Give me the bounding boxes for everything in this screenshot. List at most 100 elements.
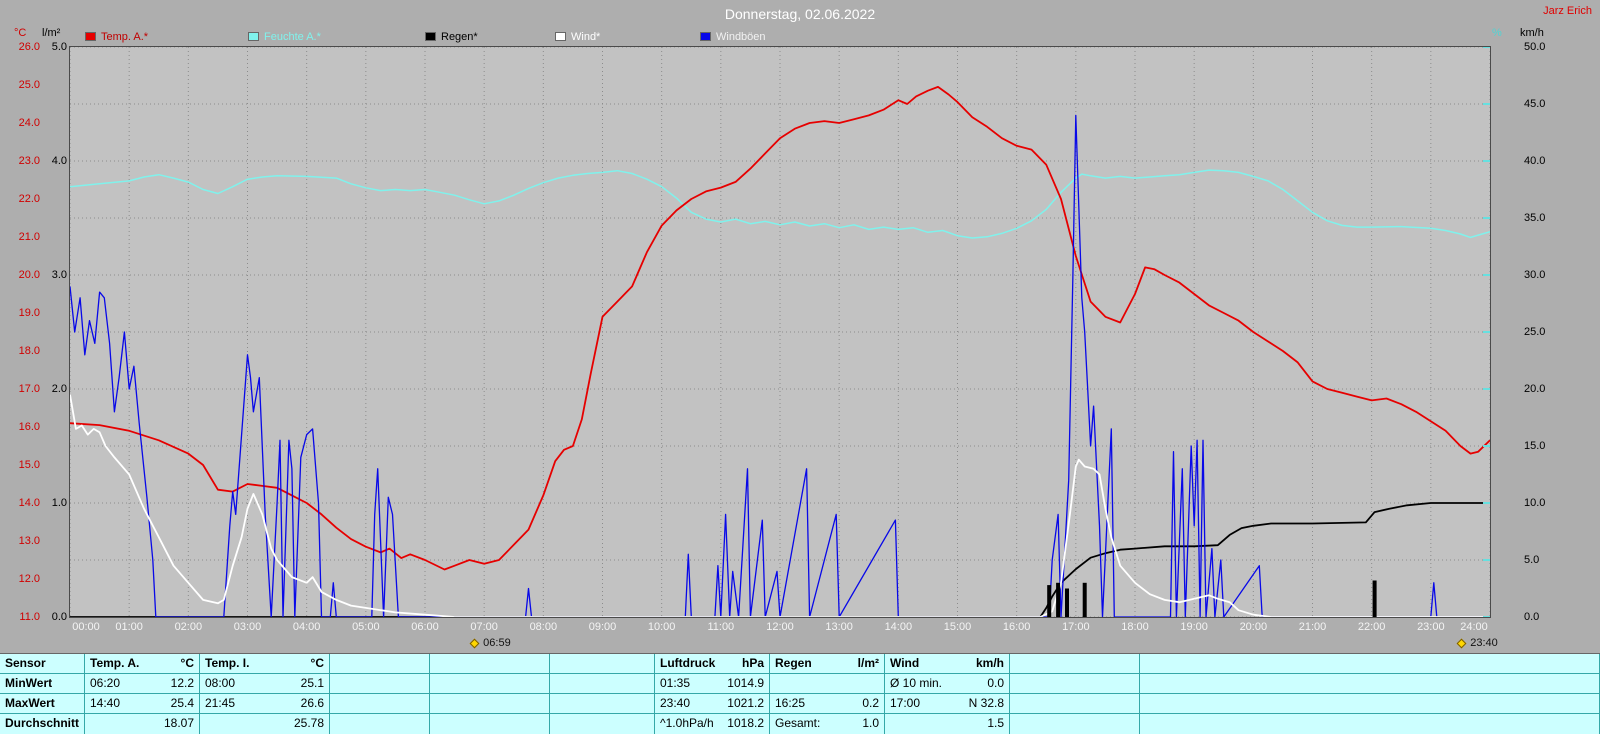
axis-unit-temp: °C xyxy=(14,27,27,39)
axis-kmh-label: 30.0 xyxy=(1524,269,1546,281)
legend-item-rain: Regen* xyxy=(425,31,555,43)
table-cell xyxy=(1140,714,1600,734)
legend-item-temp: Temp. A.* xyxy=(85,31,248,43)
axis-temp-label: 17.0 xyxy=(18,383,40,395)
table-cell: Gesamt: 1.0 xyxy=(770,714,885,734)
axis-temp-label: 20.0 xyxy=(18,269,40,281)
axis-rain-label: 1.0 xyxy=(51,497,67,509)
axis-kmh-label: 25.0 xyxy=(1524,326,1546,338)
x-axis-label: 01:00 xyxy=(115,621,143,633)
table-cell xyxy=(330,714,430,734)
axis-temp-label: 16.0 xyxy=(18,421,40,433)
axis-kmh: 50.0 45.0 40.0 35.0 30.0 25.0 20.0 15.0 10.0 5.0 0… xyxy=(1522,41,1566,629)
chart-plot-area xyxy=(69,46,1491,618)
table-row-header: Sensor xyxy=(0,654,85,673)
table-cell: ^1.0hPa/h 1018.2 xyxy=(655,714,770,734)
x-axis-label: 07:00 xyxy=(470,621,498,633)
table-cell xyxy=(330,694,430,713)
legend-item-humidity: Feuchte A.* xyxy=(248,31,425,43)
table-cell xyxy=(330,654,430,673)
legend-label: Windböen xyxy=(716,30,766,43)
watermark-text: Jarz Erich xyxy=(1543,5,1592,17)
axis-temp-label: 12.0 xyxy=(18,573,40,585)
table-cell: 06:20 12.2 xyxy=(85,674,200,693)
table-cell: Temp. A. °C xyxy=(85,654,200,673)
rain-series-swatch-icon xyxy=(425,32,436,41)
time-marker: 06:59 xyxy=(469,637,511,649)
x-axis-label: 06:00 xyxy=(411,621,439,633)
table-cell xyxy=(1140,674,1600,693)
table-row: Durchschnitt 18.07 25.78 ^1.0hPa/h 1018.2 Ges… xyxy=(0,714,1600,734)
humidity-series-swatch-icon xyxy=(248,32,259,41)
x-axis-label: 00:00 xyxy=(72,621,100,633)
x-axis-label: 05:00 xyxy=(352,621,380,633)
axis-temp-label: 22.0 xyxy=(18,193,40,205)
axis-kmh-label: 40.0 xyxy=(1524,155,1546,167)
x-axis-label: 17:00 xyxy=(1062,621,1090,633)
axis-temp-label: 18.0 xyxy=(18,345,40,357)
x-axis-label: 13:00 xyxy=(825,621,853,633)
x-axis-label: 10:00 xyxy=(647,621,676,633)
summary-table: Sensor Temp. A. °C Temp. I. °C Luftdruck hPa Re… xyxy=(0,653,1600,734)
time-markers: 06:59 23:40 xyxy=(0,637,1600,651)
axis-rain-label: 3.0 xyxy=(51,269,67,281)
table-cell xyxy=(550,674,655,693)
table-cell xyxy=(1140,654,1600,673)
x-axis-label: 22:00 xyxy=(1357,621,1386,633)
axis-kmh-label: 45.0 xyxy=(1524,98,1546,110)
table-cell: 1.5 xyxy=(885,714,1010,734)
x-axis-label: 15:00 xyxy=(943,621,972,633)
axis-unit-rain: l/m² xyxy=(42,27,61,39)
axis-unit-humidity: % xyxy=(1492,27,1502,39)
legend-label: Wind* xyxy=(571,30,601,43)
x-axis-label: 19:00 xyxy=(1180,621,1208,633)
axis-rain-label: 5.0 xyxy=(51,41,67,53)
axis-rain-label: 2.0 xyxy=(51,383,67,395)
x-axis-label: 18:00 xyxy=(1121,621,1149,633)
axis-kmh-label: 10.0 xyxy=(1524,497,1546,509)
table-cell xyxy=(1010,674,1140,693)
time-marker: 23:40 xyxy=(1456,637,1498,649)
time-marker-label: 23:40 xyxy=(1470,637,1498,649)
table-cell: 01:35 1014.9 xyxy=(655,674,770,693)
table-cell: Temp. I. °C xyxy=(200,654,330,673)
legend-item-gusts: Windböen xyxy=(700,31,766,43)
legend-label: Regen* xyxy=(441,30,478,43)
axis-rain-label: 0.0 xyxy=(51,611,67,623)
table-cell xyxy=(430,694,550,713)
x-axis-label: 09:00 xyxy=(588,621,617,633)
x-axis-label: 14:00 xyxy=(884,621,913,633)
table-cell: Wind km/h xyxy=(885,654,1010,673)
time-marker-label: 06:59 xyxy=(483,637,511,649)
table-cell xyxy=(430,714,550,734)
x-axis-label: 12:00 xyxy=(766,621,794,633)
axis-kmh-label: 5.0 xyxy=(1524,554,1540,566)
table-cell xyxy=(770,674,885,693)
table-cell: 17:00 N 32.8 xyxy=(885,694,1010,713)
table-cell: 25.78 xyxy=(200,714,330,734)
x-axis-label: 20:00 xyxy=(1239,621,1268,633)
axis-x: 00:00 01:00 02:00 03:00 04:00 05:00 06:00 07:00… xyxy=(70,621,1490,634)
x-axis-label: 11:00 xyxy=(707,621,735,633)
axis-kmh-label: 35.0 xyxy=(1524,212,1546,224)
axis-temp-label: 21.0 xyxy=(18,231,40,243)
axis-kmh-label: 0.0 xyxy=(1524,611,1540,623)
axis-kmh-label: 15.0 xyxy=(1524,440,1546,452)
table-cell: 16:25 0.2 xyxy=(770,694,885,713)
x-axis-label: 16:00 xyxy=(1002,621,1031,633)
page-title: Donnerstag, 02.06.2022 xyxy=(724,6,876,22)
axis-temp-label: 11.0 xyxy=(19,611,40,623)
table-cell xyxy=(1010,694,1140,713)
table-cell xyxy=(430,654,550,673)
x-axis-label: 04:00 xyxy=(292,621,321,633)
temp-series-swatch-icon xyxy=(85,32,96,41)
table-cell: Ø 10 min. 0.0 xyxy=(885,674,1010,693)
legend-label: Feuchte A.* xyxy=(264,30,321,43)
table-cell: Luftdruck hPa xyxy=(655,654,770,673)
axis-temp-label: 26.0 xyxy=(18,41,40,53)
x-axis-label: 24:00 xyxy=(1460,621,1488,633)
axis-temp-label: 24.0 xyxy=(18,117,40,129)
axis-rain: 5.0 4.0 3.0 2.0 1.0 0.0 xyxy=(42,41,67,629)
table-cell: 18.07 xyxy=(85,714,200,734)
